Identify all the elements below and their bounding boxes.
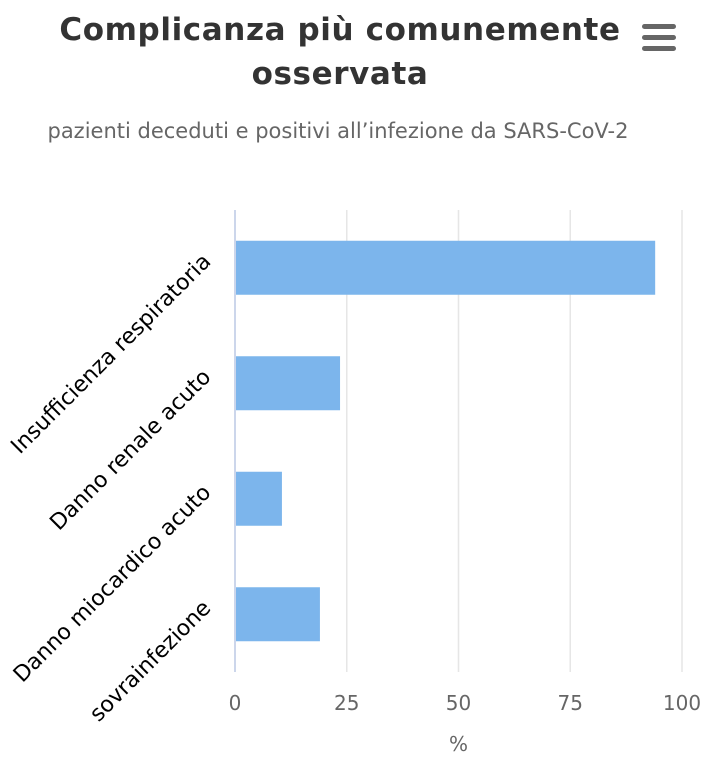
bar-series: [235, 240, 656, 642]
hamburger-icon-bar-middle: [642, 35, 676, 40]
chart-menu-button[interactable]: [636, 20, 680, 56]
x-tick-label: 50: [446, 691, 471, 715]
hamburger-icon-bar-bottom: [642, 46, 676, 51]
x-axis-title: %: [449, 732, 468, 756]
chart-subtitle: pazienti deceduti e positivi all’infezio…: [47, 119, 629, 143]
category-label: Danno miocardico acuto: [9, 480, 216, 687]
category-label: sovrainfezione: [85, 596, 216, 727]
category-label: Insufficienza respiratoria: [6, 249, 216, 459]
x-tick-label: 0: [229, 691, 242, 715]
x-tick-label: 75: [558, 691, 583, 715]
chart-title: Complicanza più comunemente osservata: [59, 12, 621, 92]
hamburger-icon-bar-top: [642, 24, 676, 29]
bar: [235, 587, 320, 642]
x-tick-label: 100: [663, 691, 701, 715]
bar: [235, 240, 656, 295]
bar: [235, 471, 282, 526]
bar: [235, 356, 341, 411]
x-tick-label: 25: [334, 691, 359, 715]
